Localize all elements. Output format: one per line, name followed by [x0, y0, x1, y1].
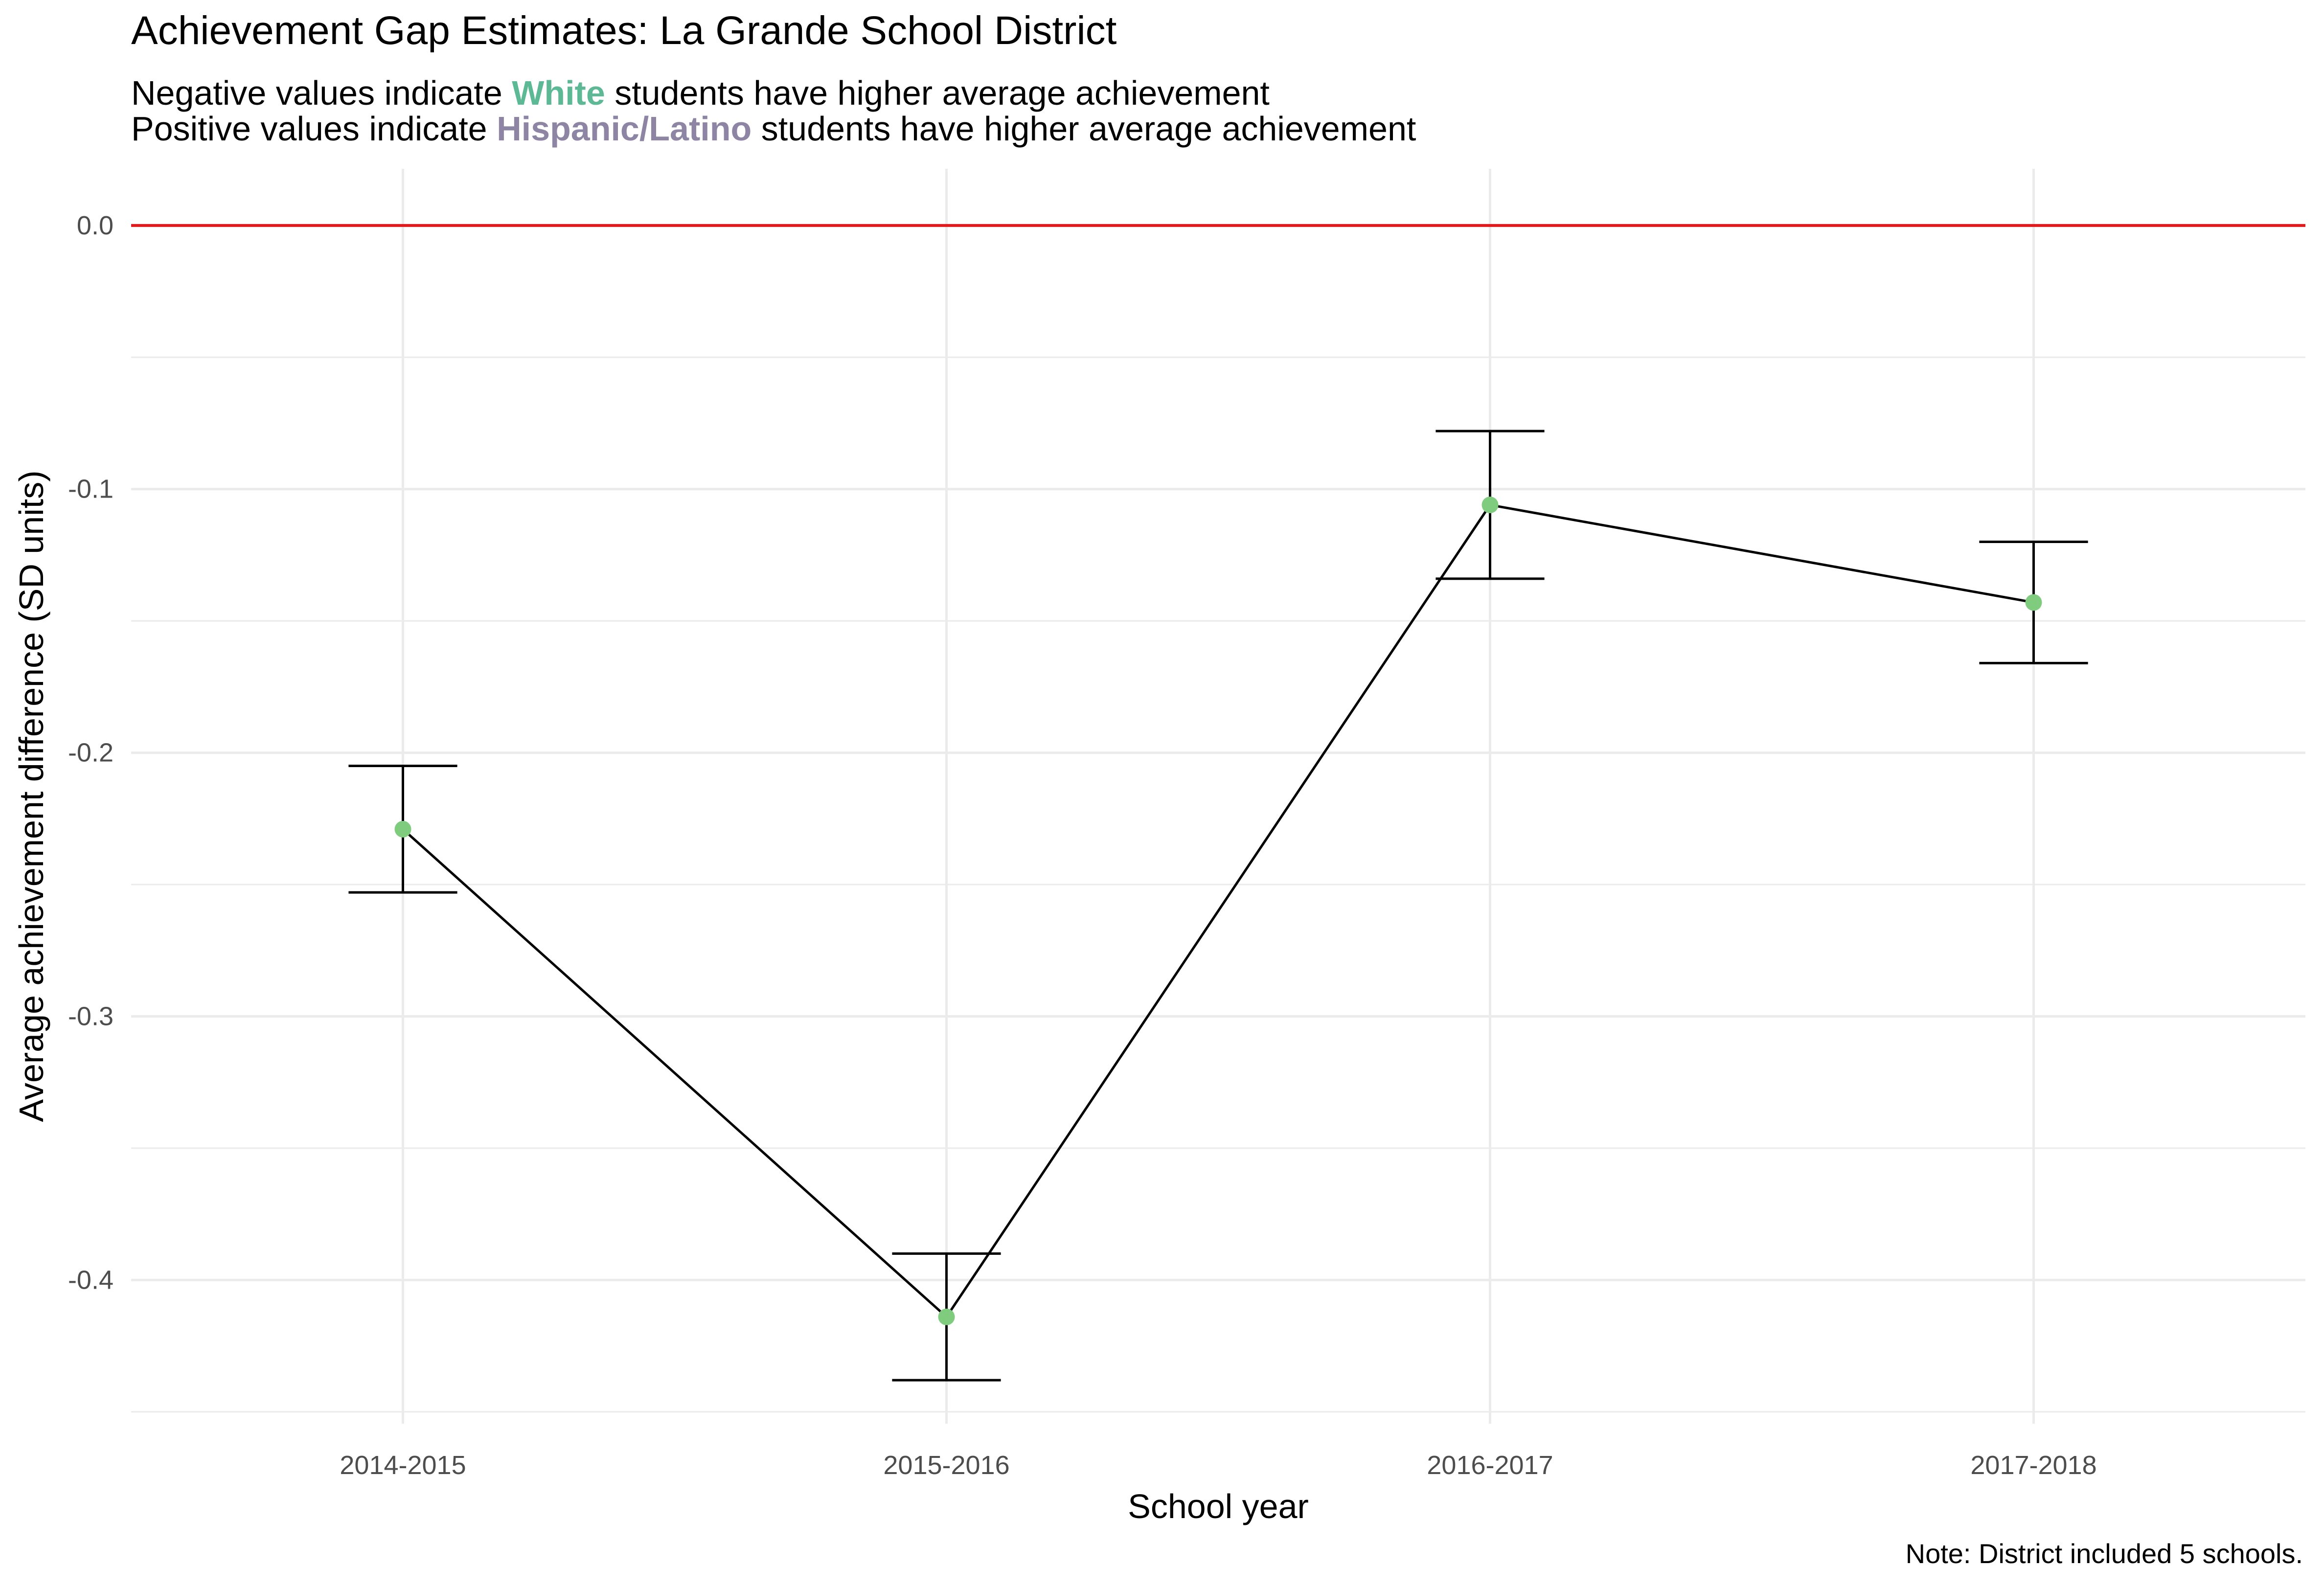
subtitle-1-prefix: Negative values indicate: [131, 74, 512, 112]
chart-title: Achievement Gap Estimates: La Grande Sch…: [131, 8, 1117, 53]
subtitle-1-suffix: students have higher average achievement: [605, 74, 1270, 112]
series-line: [402, 503, 2034, 1319]
data-point: [938, 1308, 955, 1325]
chart-subtitle-line-2: Positive values indicate Hispanic/Latino…: [131, 112, 1416, 146]
subtitle-1-highlight-white: White: [512, 74, 605, 112]
x-tick-label: 2015-2016: [883, 1451, 1009, 1480]
data-point: [394, 820, 411, 838]
subtitle-2-suffix: students have higher average achievement: [752, 110, 1416, 148]
x-tick-label: 2016-2017: [1427, 1451, 1553, 1480]
data-point: [2025, 594, 2042, 611]
series-line-group: [402, 503, 2034, 1319]
subtitle-2-highlight-hispanic: Hispanic/Latino: [497, 110, 752, 148]
x-axis-label: School year: [1128, 1487, 1309, 1525]
y-axis-label: Average achievement difference (SD units…: [12, 470, 50, 1122]
error-bars: [348, 430, 2088, 1382]
chart-subtitle-line-1: Negative values indicate White students …: [131, 76, 1270, 110]
x-tick-label: 2014-2015: [340, 1451, 466, 1480]
chart-note: Note: District included 5 schools.: [1905, 1538, 2303, 1569]
y-tick-label: 0.0: [77, 211, 114, 240]
x-axis-tick-labels: 2014-2015 2015-2016 2016-2017 2017-2018: [340, 1451, 2096, 1480]
y-tick-label: -0.1: [68, 475, 114, 504]
x-tick-label: 2017-2018: [1970, 1451, 2096, 1480]
y-tick-label: -0.3: [68, 1001, 114, 1031]
subtitle-2-prefix: Positive values indicate: [131, 110, 497, 148]
y-tick-label: -0.2: [68, 738, 114, 768]
y-tick-label: -0.4: [68, 1265, 114, 1295]
y-axis-tick-labels: 0.0 -0.1 -0.2 -0.3 -0.4: [68, 211, 114, 1295]
data-point: [1481, 497, 1499, 514]
data-points: [394, 497, 2042, 1325]
grid-lines: [131, 169, 2305, 1424]
